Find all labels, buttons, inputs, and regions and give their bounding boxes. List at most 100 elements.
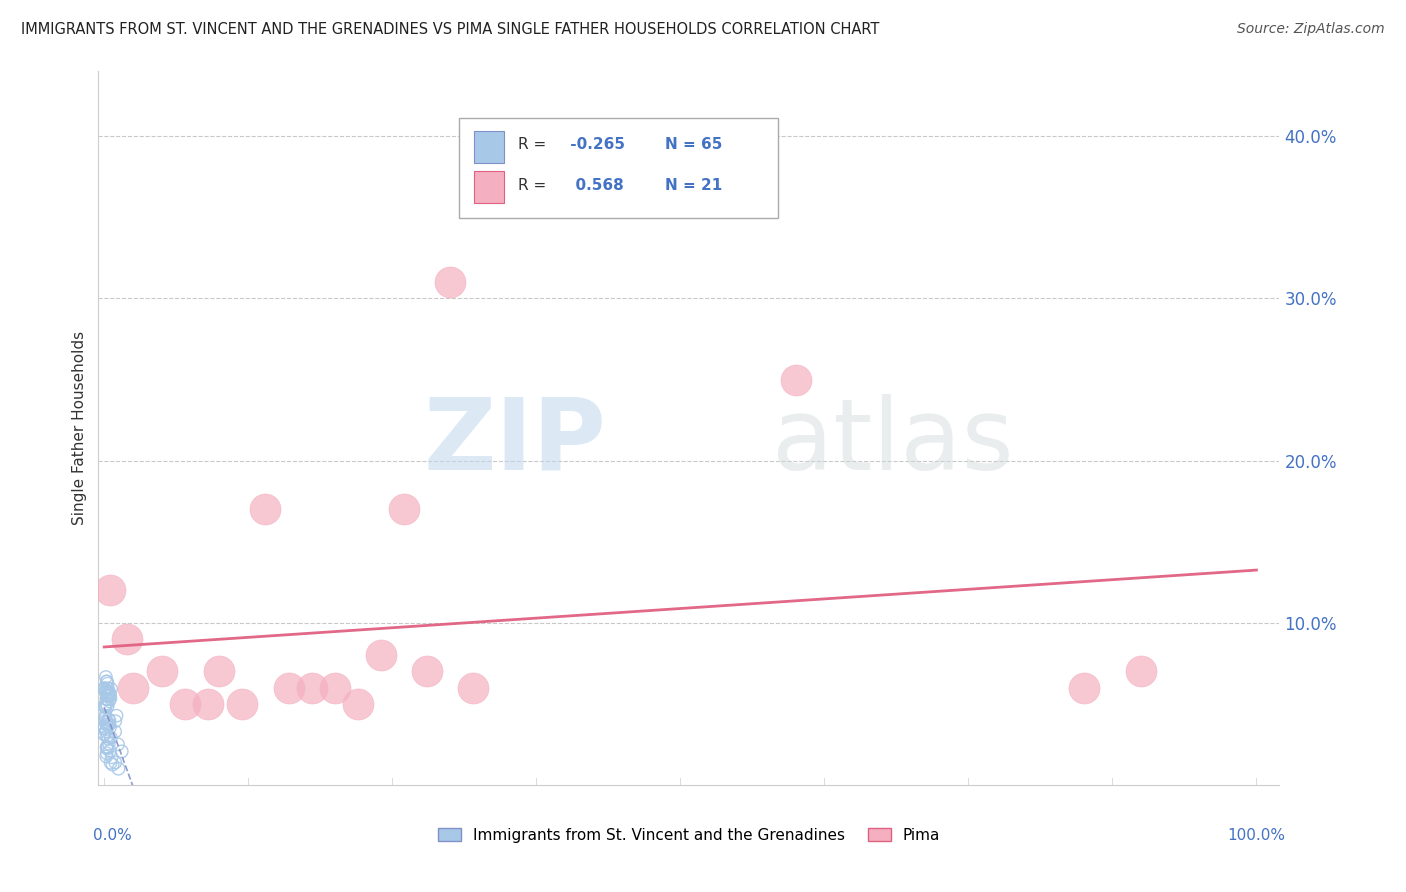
Point <box>98 694 121 708</box>
Point <box>97 731 120 746</box>
Point <box>107 762 129 776</box>
Text: IMMIGRANTS FROM ST. VINCENT AND THE GRENADINES VS PIMA SINGLE FATHER HOUSEHOLDS : IMMIGRANTS FROM ST. VINCENT AND THE GREN… <box>21 22 880 37</box>
Text: 100.0%: 100.0% <box>1227 828 1285 843</box>
Point <box>96 741 118 756</box>
Point <box>115 632 138 646</box>
Point <box>104 756 127 770</box>
Point <box>94 711 117 725</box>
Point <box>197 697 219 711</box>
Text: R =: R = <box>517 137 546 153</box>
FancyBboxPatch shape <box>458 118 778 218</box>
Point <box>97 681 120 696</box>
Point <box>785 372 807 386</box>
Point <box>97 676 120 690</box>
Point <box>97 719 120 733</box>
Point <box>104 714 127 728</box>
Point <box>97 699 120 714</box>
Text: N = 65: N = 65 <box>665 137 723 153</box>
Bar <box>474 130 503 162</box>
Y-axis label: Single Father Households: Single Father Households <box>72 331 87 525</box>
Text: Source: ZipAtlas.com: Source: ZipAtlas.com <box>1237 22 1385 37</box>
Point <box>98 688 121 702</box>
Point <box>94 683 117 698</box>
Point <box>208 665 231 679</box>
Point <box>94 698 117 713</box>
Point <box>93 720 115 734</box>
Point <box>94 685 117 699</box>
Point <box>96 692 118 706</box>
Point <box>461 681 484 695</box>
Point <box>392 502 415 516</box>
Point <box>100 756 122 770</box>
Point <box>96 674 118 689</box>
Point <box>100 681 122 696</box>
Point <box>97 685 120 699</box>
Point <box>370 648 392 663</box>
Text: R =: R = <box>517 178 546 193</box>
Point <box>100 750 122 764</box>
Point <box>96 692 118 706</box>
Point <box>101 757 124 772</box>
Point <box>98 685 121 699</box>
Point <box>96 683 118 698</box>
Point <box>96 723 118 737</box>
Point <box>96 717 118 731</box>
Point <box>1073 681 1095 695</box>
Point <box>105 708 128 723</box>
Point <box>93 727 115 741</box>
Point <box>346 697 368 711</box>
Point <box>1130 665 1153 679</box>
Point <box>94 681 117 696</box>
Point <box>173 697 195 711</box>
Point <box>97 712 120 726</box>
Point <box>96 674 118 689</box>
Point <box>231 697 253 711</box>
Point <box>301 681 323 695</box>
Legend: Immigrants from St. Vincent and the Grenadines, Pima: Immigrants from St. Vincent and the Gren… <box>432 822 946 848</box>
Point <box>104 724 127 739</box>
Point <box>96 749 118 764</box>
Point <box>96 688 118 702</box>
Point <box>96 739 118 754</box>
Point <box>439 275 461 289</box>
Point <box>96 714 118 729</box>
Text: -0.265: -0.265 <box>565 137 624 153</box>
Point <box>416 665 439 679</box>
Point <box>111 744 134 758</box>
Point <box>150 665 173 679</box>
Point <box>98 744 121 758</box>
Point <box>93 721 115 735</box>
Point <box>94 670 117 684</box>
Point <box>100 731 122 745</box>
Point <box>254 502 277 516</box>
Point <box>94 714 117 729</box>
Point <box>100 691 122 706</box>
Point <box>96 697 118 711</box>
Point <box>277 681 299 695</box>
Text: atlas: atlas <box>772 394 1014 491</box>
Point <box>94 709 117 723</box>
Point <box>96 739 118 754</box>
Point <box>98 690 121 704</box>
Point <box>94 724 117 739</box>
Point <box>122 681 145 695</box>
Point <box>98 717 121 731</box>
Point <box>96 692 118 706</box>
Text: N = 21: N = 21 <box>665 178 723 193</box>
Point <box>98 720 121 734</box>
Point <box>96 740 118 755</box>
Text: ZIP: ZIP <box>423 394 606 491</box>
Point <box>93 681 115 696</box>
Point <box>94 700 117 714</box>
Text: 0.568: 0.568 <box>565 178 624 193</box>
Point <box>107 737 129 751</box>
Point <box>98 714 121 728</box>
Point <box>98 583 121 598</box>
Point <box>93 699 115 714</box>
Point <box>97 737 120 751</box>
Point <box>96 746 118 760</box>
Point <box>97 690 120 704</box>
Point <box>93 681 115 696</box>
Point <box>96 729 118 743</box>
Bar <box>474 171 503 203</box>
